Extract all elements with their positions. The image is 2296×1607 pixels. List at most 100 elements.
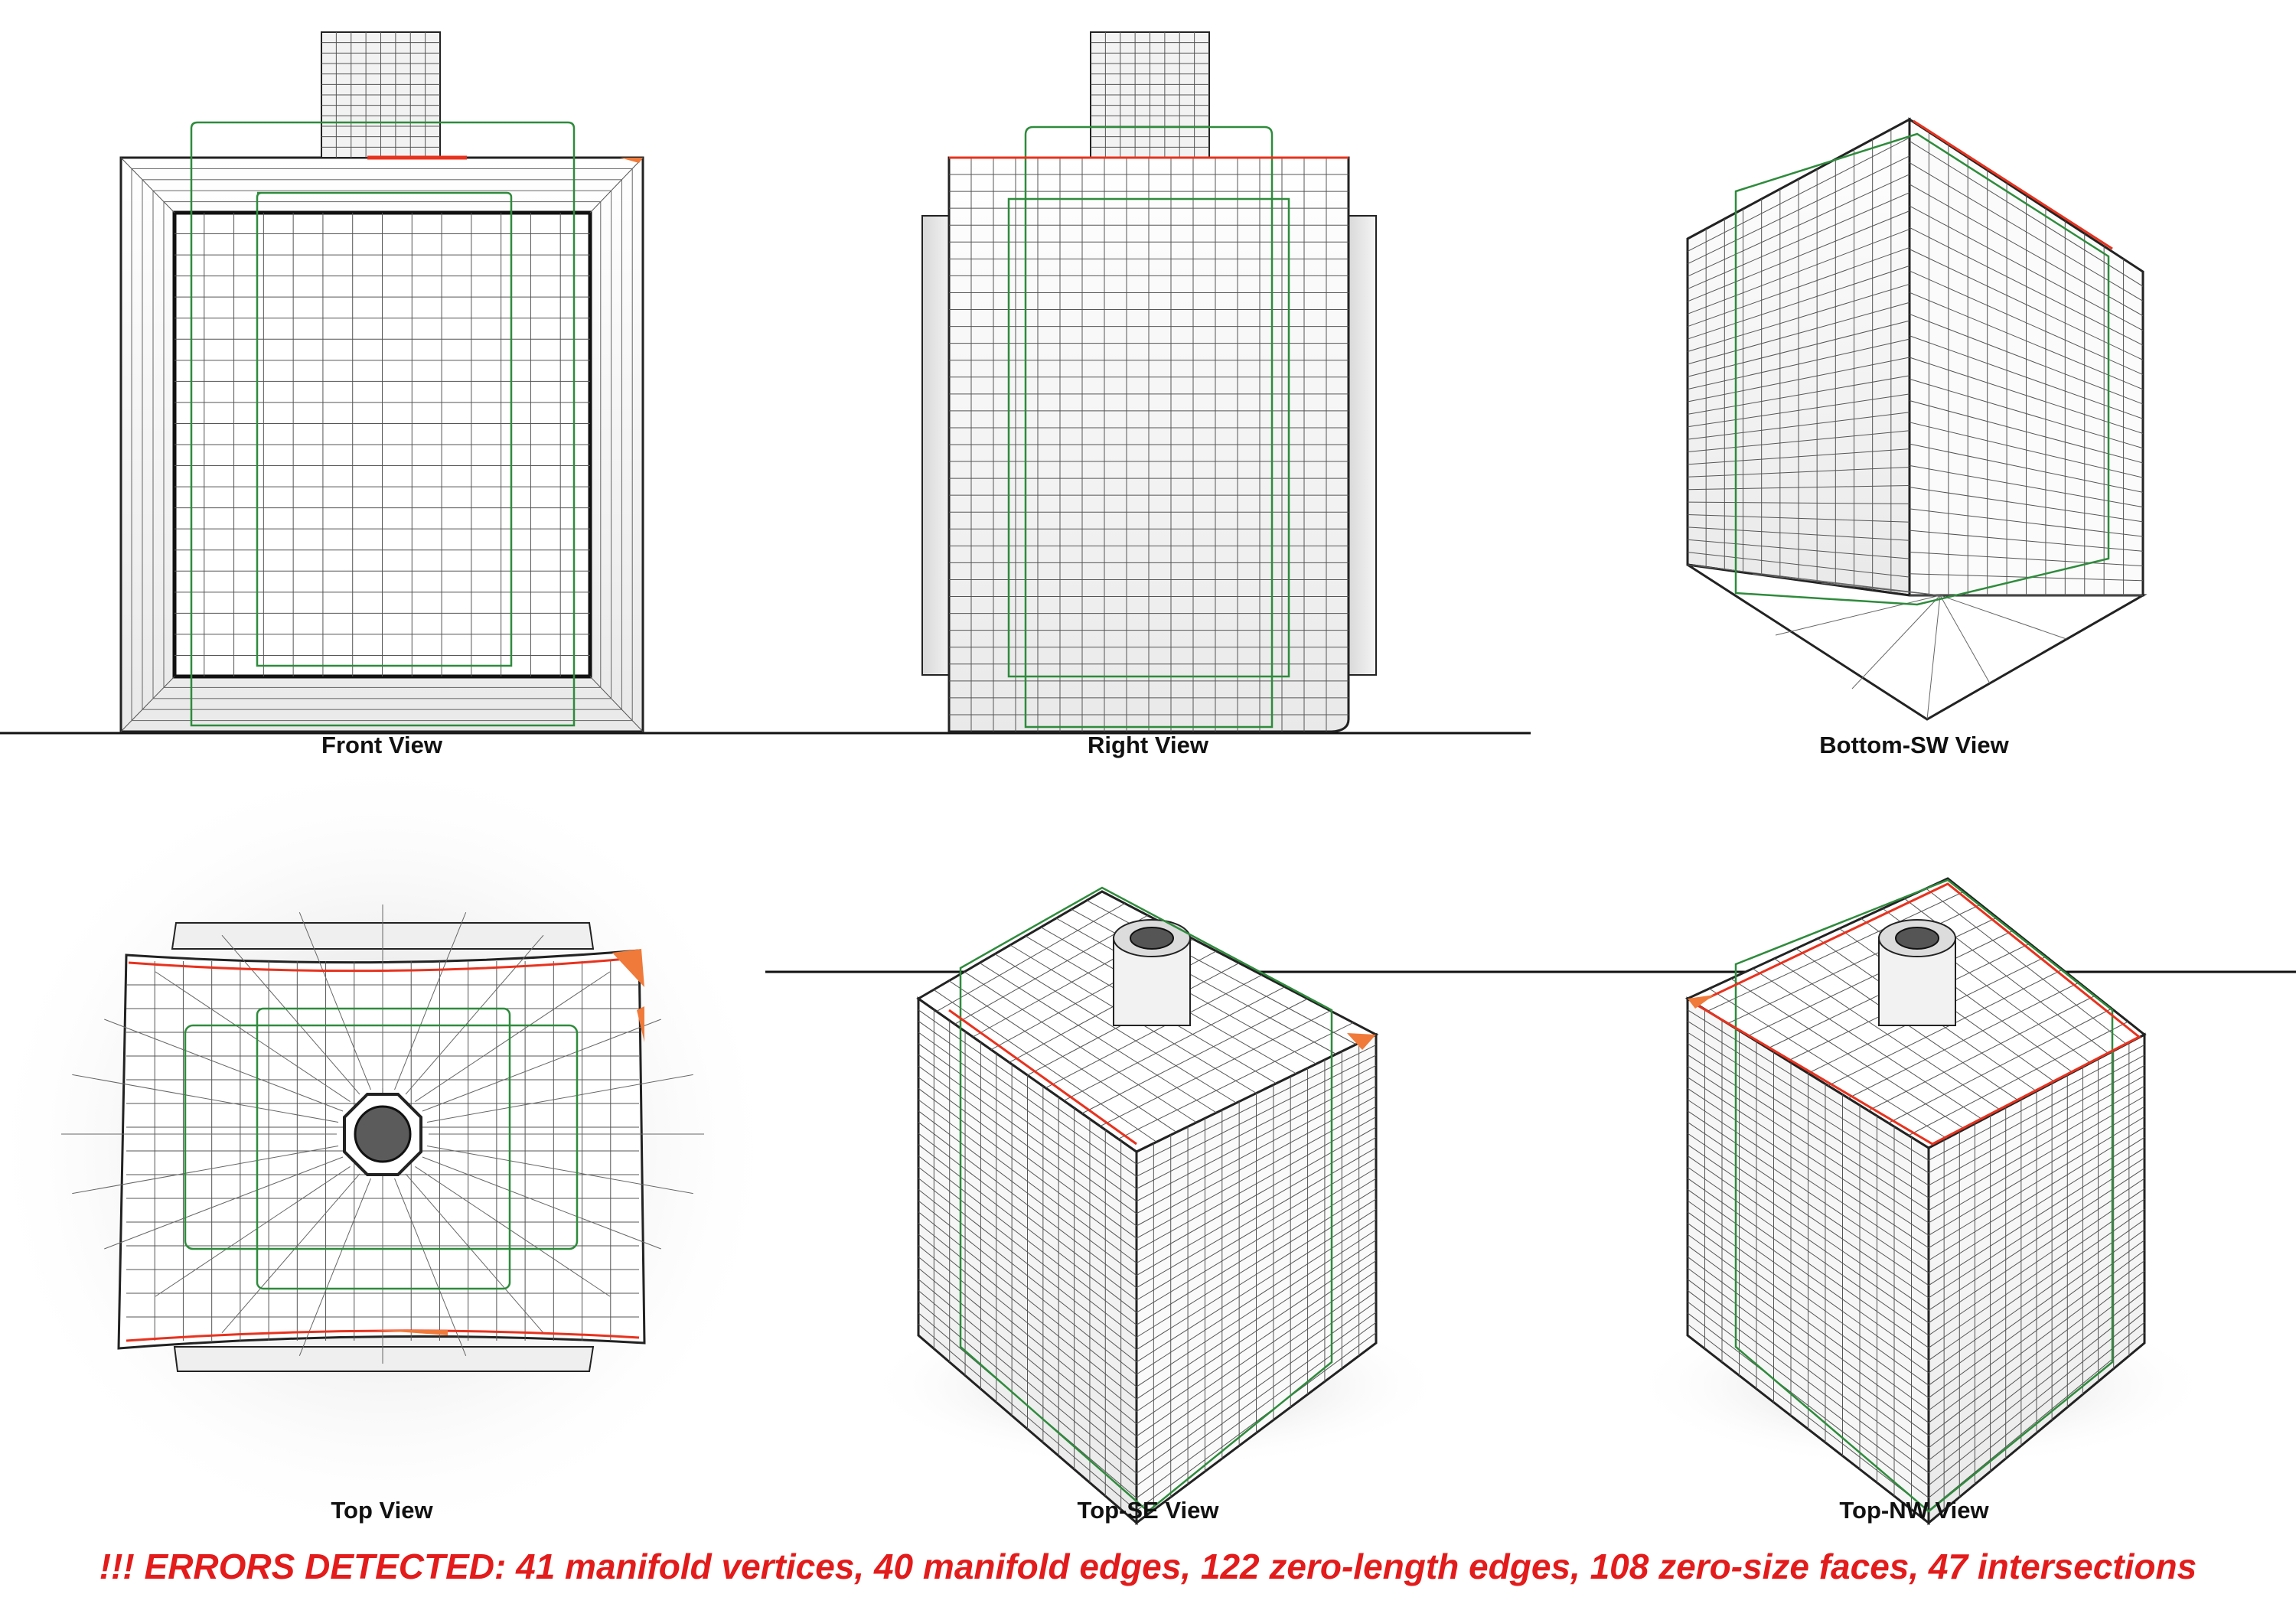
mesh-line xyxy=(918,1211,1137,1387)
mesh-line xyxy=(918,1032,1137,1189)
bottom-sw-mesh-grid xyxy=(1687,129,2144,720)
mesh-line xyxy=(426,1146,693,1195)
mesh-line xyxy=(1848,982,2079,1099)
top-view-error-edge-bottom xyxy=(126,1329,640,1342)
mesh-line xyxy=(1909,443,2144,493)
right-view-neck-grid xyxy=(1091,32,1209,158)
mesh-line xyxy=(1687,1279,1929,1461)
top-nw-green-outline xyxy=(1734,878,2114,1513)
mesh-line xyxy=(1687,552,1910,578)
mesh-line xyxy=(1136,1270,1377,1437)
mesh-line xyxy=(918,1121,1137,1289)
mesh-line xyxy=(1851,595,1941,689)
top-nw-neck-hole xyxy=(1895,927,1939,950)
mesh-line xyxy=(1928,1270,2145,1436)
mesh-line xyxy=(1928,1208,2145,1361)
top-nw-view xyxy=(1630,877,2212,1526)
top-view-label: Top View xyxy=(331,1497,433,1524)
top-view-mesh-grid xyxy=(61,905,704,1364)
mesh-line xyxy=(120,676,175,732)
mesh-line xyxy=(1909,422,2144,478)
mesh-line xyxy=(1136,1250,1377,1412)
bottom-sw-error-edge xyxy=(1913,119,2113,250)
mesh-line xyxy=(405,934,544,1095)
mesh-line xyxy=(1908,1021,2128,1136)
mesh-line xyxy=(1928,1291,2145,1461)
top-view-flange-bottom xyxy=(173,1346,595,1372)
mesh-line xyxy=(1939,595,1991,684)
top-se-mesh-grid xyxy=(918,900,1377,1511)
mesh-line xyxy=(1909,573,2144,582)
mesh-line xyxy=(1687,210,1910,302)
top-se-green-outline xyxy=(959,886,1333,1513)
mesh-line xyxy=(1136,1054,1377,1177)
mesh-line xyxy=(1136,1116,1377,1251)
mesh-line xyxy=(1687,1267,1929,1449)
mesh-line xyxy=(1687,1043,1929,1198)
mesh-line xyxy=(1687,1020,1929,1174)
mesh-line xyxy=(1687,1289,1929,1474)
mesh-line xyxy=(918,1301,1137,1486)
mesh-line xyxy=(1928,1064,2145,1186)
mesh-line xyxy=(394,912,467,1090)
mesh-line xyxy=(422,1156,661,1250)
mesh-line xyxy=(918,1222,1137,1400)
top-nw-mesh-grid xyxy=(1687,888,2145,1511)
mesh-line xyxy=(1063,986,1285,1101)
top-se-view-label: Top-SE View xyxy=(1077,1497,1219,1524)
mesh-line xyxy=(1687,1065,1929,1224)
mesh-line xyxy=(1136,1229,1377,1387)
mesh-line xyxy=(1928,1301,2145,1474)
top-view-green-outline-outer xyxy=(184,1024,579,1250)
mesh-line xyxy=(918,1234,1137,1412)
mesh-line xyxy=(1928,1188,2145,1336)
front-view-label: Front View xyxy=(321,732,442,758)
mesh-line xyxy=(1687,1222,1929,1399)
mesh-line xyxy=(1687,137,1910,252)
mesh-line xyxy=(1687,1256,1929,1436)
mesh-line xyxy=(120,157,175,214)
mesh-line xyxy=(1687,338,1910,390)
mesh-line xyxy=(1687,357,1910,403)
mesh-line xyxy=(918,1188,1137,1363)
mesh-line xyxy=(155,1166,351,1297)
mesh-line xyxy=(1909,162,2144,302)
mesh-line xyxy=(1136,1301,1377,1474)
mesh-line xyxy=(1687,513,1910,523)
right-view-mesh-grid xyxy=(949,158,1349,732)
mesh-line xyxy=(1136,1291,1377,1462)
top-view-error-face-1 xyxy=(612,949,644,987)
mesh-line xyxy=(1687,246,1910,328)
mesh-line xyxy=(918,1009,1137,1165)
mesh-line xyxy=(1687,1121,1929,1286)
mesh-line xyxy=(1909,184,2144,317)
mesh-line xyxy=(1687,174,1910,277)
mesh-line xyxy=(1687,467,1910,478)
mesh-line xyxy=(1821,582,1941,596)
mesh-line xyxy=(1687,1054,1929,1211)
mesh-line xyxy=(936,903,1126,1012)
mesh-line xyxy=(1909,357,2144,434)
mesh-line xyxy=(1687,1301,1929,1486)
mesh-line xyxy=(1136,1085,1377,1214)
mesh-line xyxy=(918,1267,1137,1449)
mesh-line xyxy=(1687,375,1910,415)
mesh-line xyxy=(1687,526,1910,541)
mesh-line xyxy=(918,1323,1137,1511)
mesh-line xyxy=(72,1146,339,1195)
mesh-line xyxy=(1687,1099,1929,1261)
mesh-line xyxy=(1687,229,1910,315)
right-view-label: Right View xyxy=(1088,732,1208,758)
mesh-line xyxy=(1928,1219,2145,1374)
mesh-line xyxy=(918,1245,1137,1425)
mesh-line xyxy=(1136,1044,1377,1165)
mesh-line xyxy=(104,1156,344,1250)
mesh-line xyxy=(298,1178,371,1356)
mesh-line xyxy=(1687,1312,1929,1498)
mesh-line xyxy=(1939,595,2067,640)
mesh-line xyxy=(72,1074,339,1123)
mesh-line xyxy=(1687,1110,1929,1273)
mesh-line xyxy=(1687,1166,1929,1336)
mesh-line xyxy=(1100,1010,1331,1127)
